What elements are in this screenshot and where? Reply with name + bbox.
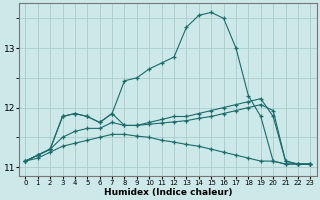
X-axis label: Humidex (Indice chaleur): Humidex (Indice chaleur) (104, 188, 232, 197)
